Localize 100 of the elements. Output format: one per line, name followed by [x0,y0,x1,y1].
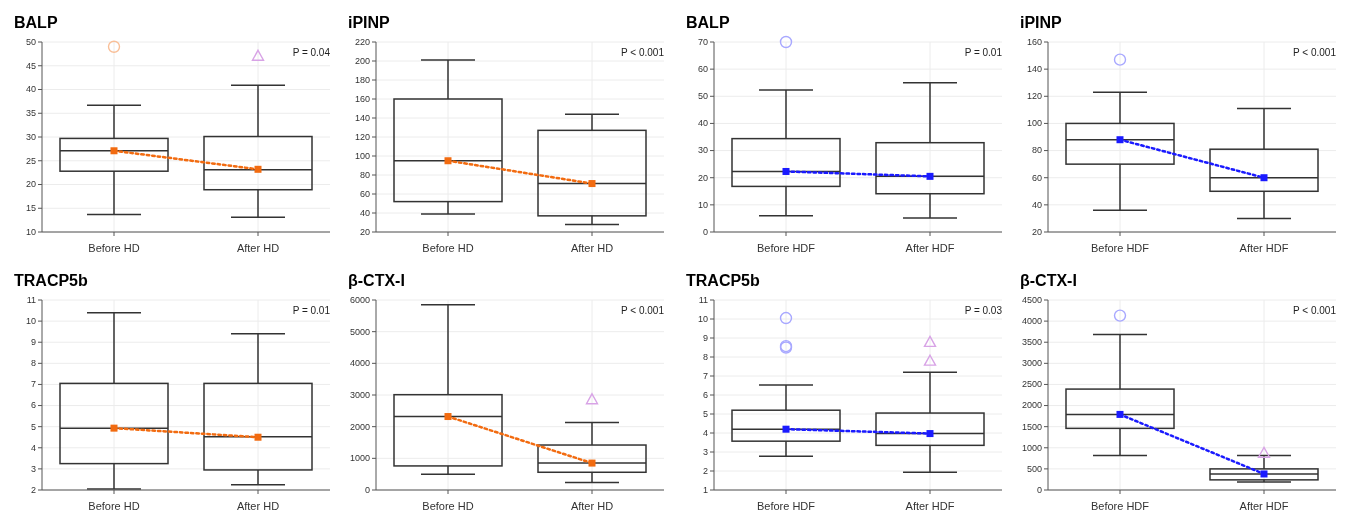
annotation: P = 0.04 [292,47,331,58]
y-tick-label: 0 [364,484,370,495]
y-tick-label: 6 [702,389,708,400]
y-tick-label: 1 [702,484,708,495]
x-tick-label: Before HDF [1090,242,1150,254]
y-tick-label: 20 [359,226,370,237]
y-tick-label: 9 [702,332,708,343]
y-tick-label: 120 [354,131,370,142]
y-tick-label: 35 [25,108,36,119]
chart-title: TRACP5b [14,272,89,289]
x-tick-label: After HDF [1239,500,1289,512]
annotation: P < 0.001 [621,305,665,316]
y-tick-label: 60 [1031,172,1042,183]
y-tick-label: 2000 [1021,400,1042,411]
y-tick-label: 2000 [349,421,370,432]
y-tick-label: 25 [25,155,36,166]
point [782,167,790,175]
point [1260,470,1268,478]
y-tick-label: 4 [702,427,708,438]
x-tick-label: Before HDF [756,242,816,254]
y-tick-label: 0 [702,226,708,237]
y-tick-label: 2 [30,484,36,495]
y-tick-label: 50 [25,36,36,47]
y-tick-label: 4500 [1021,294,1042,305]
y-tick-label: 40 [359,207,370,218]
y-tick-label: 7 [702,370,708,381]
chart-title: iPINP [1020,14,1063,31]
y-tick-label: 8 [702,351,708,362]
y-tick-label: 500 [1026,463,1042,474]
y-tick-label: 6000 [349,294,370,305]
x-tick-label: Before HDF [1090,500,1150,512]
y-tick-label: 9 [30,337,36,348]
chart-title: iPINP [348,14,391,31]
y-tick-label: 15 [25,203,36,214]
y-tick-label: 3500 [1021,337,1042,348]
chart-title: β-CTX-I [1020,272,1077,289]
y-tick-label: 45 [25,60,36,71]
annotation: P < 0.001 [1293,305,1337,316]
x-tick-label: After HD [236,500,280,512]
y-tick-label: 40 [1031,199,1042,210]
y-tick-label: 10 [697,313,708,324]
x-tick-label: After HDF [1239,242,1289,254]
point [779,35,793,49]
x-tick-label: Before HDF [756,500,816,512]
y-tick-label: 160 [1026,36,1042,47]
y-tick-label: 200 [354,55,370,66]
y-tick-label: 5000 [349,326,370,337]
y-tick-label: 4 [30,442,36,453]
chart-title: BALP [14,14,58,31]
y-tick-label: 100 [1026,118,1042,129]
y-tick-label: 3 [702,446,708,457]
x-tick-label: Before HD [88,500,140,512]
y-tick-label: 0 [1036,484,1042,495]
x-tick-label: Before HD [422,242,474,254]
y-tick-label: 11 [698,294,708,305]
y-tick-label: 120 [1026,91,1042,102]
x-tick-label: After HD [570,242,614,254]
y-tick-label: 3 [30,463,36,474]
y-tick-label: 3000 [349,389,370,400]
y-tick-label: 5 [30,421,36,432]
annotation: P = 0.03 [964,305,1003,316]
y-tick-label: 80 [1031,145,1042,156]
y-tick-label: 60 [359,188,370,199]
chart-title: β-CTX-I [348,272,405,289]
x-tick-label: After HD [236,242,280,254]
point [1260,174,1268,182]
y-tick-label: 40 [697,118,708,129]
y-tick-label: 50 [697,91,708,102]
y-tick-label: 70 [697,36,708,47]
x-tick-label: Before HD [88,242,140,254]
y-tick-label: 10 [25,226,36,237]
y-tick-label: 160 [354,93,370,104]
annotation: P = 0.01 [964,47,1003,58]
y-tick-label: 140 [354,112,370,123]
y-tick-label: 30 [25,131,36,142]
y-tick-label: 20 [1031,226,1042,237]
y-tick-label: 10 [697,199,708,210]
y-tick-label: 5 [702,408,708,419]
y-tick-label: 30 [697,145,708,156]
chart-title: BALP [686,14,730,31]
y-tick-label: 40 [25,84,36,95]
y-tick-label: 2500 [1021,379,1042,390]
point [1113,309,1127,322]
y-tick-label: 1000 [349,453,370,464]
x-tick-label: After HDF [905,242,955,254]
y-tick-label: 4000 [349,358,370,369]
point [1116,136,1124,144]
y-tick-label: 6 [30,400,36,411]
point [1113,53,1127,66]
annotation: P < 0.001 [1293,47,1337,58]
y-tick-label: 1000 [1021,442,1042,453]
y-tick-label: 11 [26,294,36,305]
point [1116,410,1124,418]
y-tick-label: 80 [359,169,370,180]
x-tick-label: After HD [570,500,614,512]
x-tick-label: Before HD [422,500,474,512]
y-tick-label: 1500 [1021,421,1042,432]
y-tick-label: 7 [30,379,36,390]
y-tick-label: 100 [354,150,370,161]
annotation: P < 0.001 [621,47,665,58]
